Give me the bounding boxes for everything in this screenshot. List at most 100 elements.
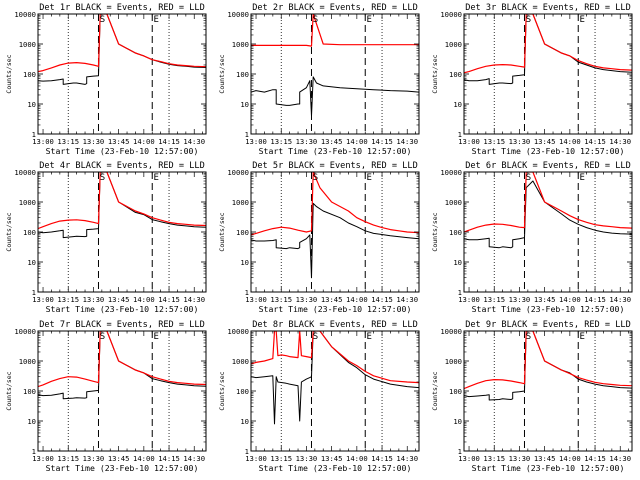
panel-title: Det 3r BLACK = Events, RED = LLD bbox=[465, 3, 631, 13]
events-series-line bbox=[464, 14, 632, 85]
events-series-line bbox=[251, 76, 419, 117]
y-tick-label: 1000 bbox=[232, 357, 249, 366]
x-tick-label: 13:00 bbox=[32, 454, 54, 463]
x-tick-label: 14:15 bbox=[371, 454, 393, 463]
panel-title: Det 8r BLACK = Events, RED = LLD bbox=[252, 320, 418, 330]
x-tick-label: 14:15 bbox=[584, 137, 606, 146]
x-axis-label: Start Time (23-Feb-10 12:57:00) bbox=[259, 304, 412, 314]
y-tick-label: 1000 bbox=[19, 357, 36, 366]
start-annotation: S bbox=[526, 332, 531, 342]
y-tick-label: 100 bbox=[449, 70, 462, 79]
x-tick-label: 14:00 bbox=[346, 137, 368, 146]
y-tick-label: 100 bbox=[23, 228, 36, 237]
x-axis-label: Start Time (23-Feb-10 12:57:00) bbox=[472, 304, 625, 314]
y-tick-label: 10000 bbox=[14, 327, 36, 336]
x-tick-label: 14:30 bbox=[183, 295, 205, 304]
end-annotation: E bbox=[367, 15, 372, 25]
x-tick-label: 13:15 bbox=[57, 454, 79, 463]
start-annotation: S bbox=[100, 173, 105, 183]
y-tick-label: 1 bbox=[245, 288, 249, 297]
x-tick-label: 14:30 bbox=[396, 137, 418, 146]
panel-title: Det 7r BLACK = Events, RED = LLD bbox=[39, 320, 205, 330]
y-tick-label: 10 bbox=[240, 100, 249, 109]
y-tick-label: 100 bbox=[23, 387, 36, 396]
x-tick-label: 14:15 bbox=[371, 295, 393, 304]
x-tick-label: 13:45 bbox=[108, 295, 130, 304]
y-axis-label: Counts/sec bbox=[5, 371, 13, 410]
y-tick-label: 1 bbox=[32, 288, 36, 297]
x-axis-label: Start Time (23-Feb-10 12:57:00) bbox=[259, 146, 412, 156]
end-annotation: E bbox=[154, 15, 159, 25]
x-tick-label: 13:15 bbox=[57, 137, 79, 146]
x-tick-label: 14:30 bbox=[183, 454, 205, 463]
end-annotation: E bbox=[580, 332, 585, 342]
panel-3: Det 3r BLACK = Events, RED = LLD Counts/s… bbox=[431, 3, 633, 156]
y-tick-label: 10 bbox=[453, 258, 462, 267]
x-tick-label: 13:30 bbox=[509, 454, 531, 463]
x-tick-label: 14:30 bbox=[609, 295, 631, 304]
y-tick-label: 10 bbox=[453, 100, 462, 109]
y-tick-label: 100 bbox=[236, 70, 249, 79]
y-axis-label: Counts/sec bbox=[431, 371, 439, 410]
y-tick-label: 1 bbox=[245, 447, 249, 456]
start-annotation: S bbox=[313, 15, 318, 25]
y-tick-label: 10000 bbox=[227, 327, 249, 336]
plot-frame bbox=[463, 13, 633, 135]
end-annotation: E bbox=[580, 15, 585, 25]
x-tick-label: 13:15 bbox=[270, 454, 292, 463]
x-tick-label: 14:00 bbox=[559, 454, 581, 463]
plot-frame bbox=[463, 330, 633, 452]
y-tick-label: 1000 bbox=[19, 40, 36, 49]
lld-series-line bbox=[464, 172, 632, 233]
x-tick-label: 14:15 bbox=[371, 137, 393, 146]
x-tick-label: 13:30 bbox=[296, 454, 318, 463]
y-tick-label: 10 bbox=[27, 100, 36, 109]
x-tick-label: 13:00 bbox=[32, 137, 54, 146]
end-annotation: E bbox=[367, 173, 372, 183]
lld-series-line bbox=[38, 331, 206, 388]
panel-title: Det 1r BLACK = Events, RED = LLD bbox=[39, 3, 205, 13]
x-axis-label: Start Time (23-Feb-10 12:57:00) bbox=[46, 146, 199, 156]
x-tick-label: 13:15 bbox=[270, 137, 292, 146]
x-tick-label: 14:30 bbox=[396, 295, 418, 304]
x-tick-label: 13:45 bbox=[108, 454, 130, 463]
x-tick-label: 13:15 bbox=[483, 137, 505, 146]
plot-frame bbox=[37, 13, 207, 135]
y-tick-label: 1 bbox=[458, 130, 462, 139]
x-tick-label: 13:30 bbox=[83, 137, 105, 146]
y-tick-label: 10 bbox=[240, 258, 249, 267]
x-axis-label: Start Time (23-Feb-10 12:57:00) bbox=[472, 146, 625, 156]
x-tick-label: 14:00 bbox=[346, 295, 368, 304]
y-axis-label: Counts/sec bbox=[5, 54, 13, 93]
x-tick-label: 13:00 bbox=[458, 137, 480, 146]
y-tick-label: 1 bbox=[458, 447, 462, 456]
y-tick-label: 10000 bbox=[227, 168, 249, 177]
x-tick-label: 13:45 bbox=[534, 295, 556, 304]
panel-5: Det 5r BLACK = Events, RED = LLD Counts/s… bbox=[218, 161, 420, 314]
x-tick-label: 14:15 bbox=[158, 137, 180, 146]
events-series-line bbox=[251, 202, 419, 279]
start-annotation: S bbox=[100, 332, 105, 342]
x-tick-label: 14:30 bbox=[609, 454, 631, 463]
y-tick-label: 1 bbox=[458, 288, 462, 297]
x-tick-label: 14:30 bbox=[609, 137, 631, 146]
y-tick-label: 1000 bbox=[232, 40, 249, 49]
events-series-line bbox=[251, 331, 419, 425]
x-tick-label: 14:15 bbox=[158, 454, 180, 463]
y-tick-label: 1000 bbox=[232, 198, 249, 207]
x-tick-label: 13:00 bbox=[458, 295, 480, 304]
x-tick-label: 14:15 bbox=[584, 295, 606, 304]
lld-series-line bbox=[251, 172, 419, 236]
y-tick-label: 1 bbox=[245, 130, 249, 139]
x-tick-label: 14:30 bbox=[396, 454, 418, 463]
events-series-line bbox=[38, 172, 206, 239]
lld-series-line bbox=[38, 14, 206, 73]
lld-series-line bbox=[464, 14, 632, 74]
events-series-line bbox=[464, 180, 632, 249]
y-axis-label: Counts/sec bbox=[218, 212, 226, 251]
y-tick-label: 10000 bbox=[14, 10, 36, 19]
y-tick-label: 1000 bbox=[19, 198, 36, 207]
y-tick-label: 1000 bbox=[445, 357, 462, 366]
end-annotation: E bbox=[367, 332, 372, 342]
x-tick-label: 13:30 bbox=[296, 137, 318, 146]
